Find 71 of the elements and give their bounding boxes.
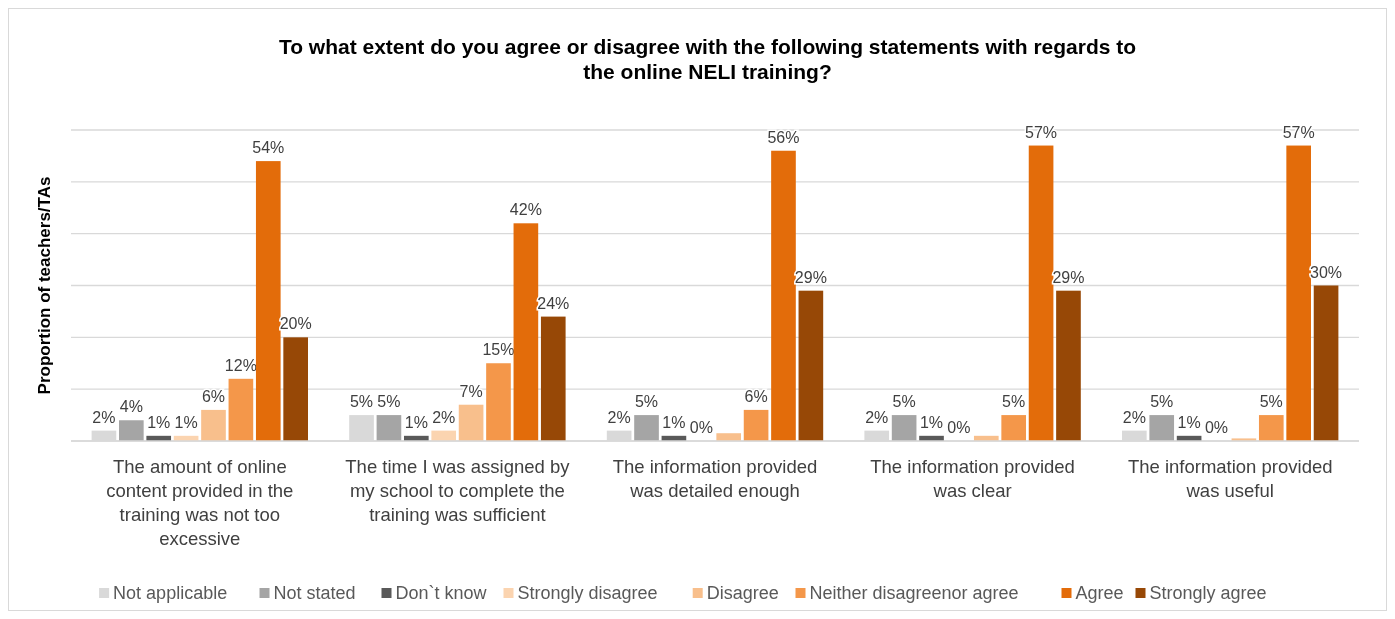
bar [486,363,511,441]
bar [540,316,566,441]
data-label: 2% [92,408,116,426]
data-label: 6% [201,387,226,405]
data-label: 1% [174,413,198,431]
bar [1149,415,1175,441]
data-label: 1% [404,413,428,431]
bar [1286,145,1311,441]
bar [458,404,484,441]
data-label: 42% [509,201,542,219]
data-label: 2% [432,408,456,426]
data-label: 5% [349,393,374,411]
data-label: 1% [147,413,171,431]
data-label: 12% [224,356,257,374]
bar [1028,145,1054,441]
legend-label: Not applicable [113,583,228,603]
bar [1258,415,1284,441]
data-label: 56% [767,128,800,146]
data-label: 2% [1122,408,1146,426]
chart-title: To what extent do you agree or disagree with the following statements with regards to the online NELI training? [278,35,1137,83]
legend-label: Neither disagreenor agree [809,583,1019,603]
bar [119,420,144,441]
data-label: 57% [1025,123,1058,141]
data-label: 6% [744,387,768,405]
data-label: 24% [537,294,570,312]
data-label: 1% [662,413,686,431]
data-label: 0% [1204,419,1229,436]
x-tick-label: The time I was assigned by my school to complete the training was sufficient [345,456,571,525]
legend-label: Strongly disagree [517,583,658,603]
data-label: 29% [1052,268,1085,286]
bar [798,290,824,441]
bar [228,378,254,441]
data-label: 4% [119,398,143,416]
bar [1056,290,1081,441]
bar [771,150,796,441]
legend-label: Strongly agree [1149,583,1267,603]
bar [513,223,539,441]
data-label: 2% [865,408,889,426]
bar [255,161,281,441]
bar [283,337,308,441]
legend-label: Disagree [706,583,779,603]
data-label: 5% [1259,393,1283,411]
data-label: 54% [252,139,285,157]
bar [891,415,917,441]
bar [743,409,769,441]
legend-label: Agree [1075,583,1124,603]
x-tick-label: The information provided was useful [1127,456,1333,501]
bar [376,415,402,441]
y-axis-title: Proportion of teachers/TAs [35,176,54,395]
data-label: 5% [377,393,401,411]
bar [1001,415,1027,441]
bar [716,433,742,441]
data-label: 5% [634,393,659,411]
data-label: 7% [459,382,483,400]
bar [201,409,226,441]
x-tick-label: The amount of online content provided in the training was not too excessive [106,456,294,549]
x-tick-label: The information provided was detailed enough [612,456,818,501]
data-label: 5% [1150,393,1174,411]
legend-label: Don`t know [395,583,488,603]
x-tick-label: The information provided was clear [870,456,1075,501]
data-label: 0% [947,419,971,436]
legend-label: Not stated [273,583,356,603]
bar [1313,285,1339,441]
data-label: 57% [1282,123,1315,141]
data-label: 0% [689,419,713,436]
data-label: 5% [892,393,916,411]
data-label: 1% [919,413,944,431]
bar [634,415,659,441]
data-label: 1% [1177,413,1201,431]
data-label: 5% [1002,393,1026,411]
data-label: 2% [607,408,631,426]
